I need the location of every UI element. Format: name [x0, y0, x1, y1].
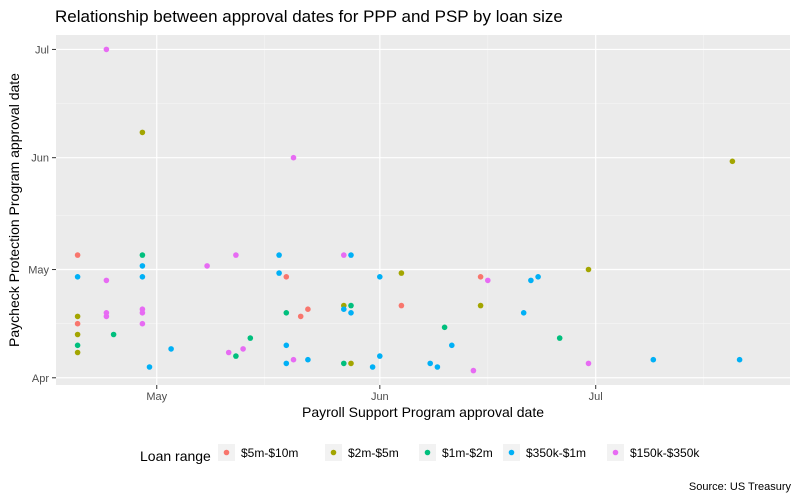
legend-title: Loan range [140, 448, 211, 464]
point-series-1 [729, 158, 736, 165]
point-series-4 [240, 346, 246, 352]
point-series-3 [348, 310, 354, 316]
point-series-3 [305, 356, 311, 363]
point-series-2 [139, 252, 146, 258]
point-series-3 [369, 364, 376, 370]
grid-major [56, 35, 790, 385]
x-axis: May Jun Jul [146, 385, 603, 403]
point-series-4 [470, 367, 477, 374]
x-tick-label: Jul [589, 391, 603, 403]
point-series-3 [535, 274, 541, 280]
point-series-3 [283, 360, 290, 367]
point-series-1 [398, 270, 405, 276]
point-series-1 [74, 349, 81, 356]
point-series-0 [297, 313, 304, 320]
point-series-4 [225, 349, 232, 356]
point-series-3 [427, 360, 434, 367]
point-series-2 [283, 310, 290, 316]
point-series-0 [74, 320, 81, 327]
legend-key-2 [424, 449, 431, 456]
point-series-3 [520, 310, 527, 316]
point-series-3 [283, 342, 290, 349]
point-series-4 [290, 154, 297, 161]
grid-minor [56, 35, 790, 385]
point-series-1 [585, 266, 592, 273]
point-series-3 [139, 274, 146, 280]
point-series-0 [74, 252, 81, 258]
plot-panel [56, 35, 790, 385]
point-series-0 [477, 274, 484, 280]
point-series-4 [103, 46, 110, 53]
point-series-1 [74, 331, 81, 338]
legend-label-1: $2m-$5m [348, 446, 399, 460]
x-tick-label: Jun [371, 391, 389, 403]
point-series-3 [168, 346, 174, 352]
point-series-0 [283, 274, 290, 280]
point-series-3 [434, 364, 441, 370]
point-series-1 [348, 360, 354, 367]
legend-label-4: $150k-$350k [630, 446, 700, 460]
point-series-4 [139, 320, 146, 327]
legend-label-0: $5m-$10m [241, 446, 298, 460]
point-series-4 [233, 252, 239, 258]
legend-key-1 [330, 449, 337, 456]
point-series-3 [146, 364, 153, 370]
y-tick-label: Apr [32, 373, 49, 385]
point-series-3 [736, 356, 743, 363]
point-series-4 [103, 313, 110, 320]
point-series-3 [528, 277, 534, 284]
point-series-3 [341, 306, 347, 313]
point-series-3 [449, 342, 455, 349]
point-series-3 [348, 252, 354, 258]
y-tick-label: Jun [31, 153, 49, 165]
legend-key-3 [508, 449, 515, 456]
point-series-3 [139, 263, 146, 269]
chart-title: Relationship between approval dates for … [55, 7, 563, 26]
caption: Source: US Treasury [689, 481, 792, 493]
point-series-0 [398, 302, 405, 309]
x-tick-label: May [146, 391, 167, 403]
point-series-2 [556, 335, 563, 341]
point-series-4 [585, 360, 592, 367]
legend-key-0 [223, 449, 230, 456]
y-tick-label: May [28, 265, 49, 277]
y-axis-title: Paycheck Protection Program approval dat… [6, 73, 22, 347]
point-series-3 [377, 353, 383, 359]
point-series-2 [110, 331, 117, 338]
legend-key-4 [612, 449, 619, 456]
point-series-2 [341, 360, 347, 367]
point-series-4 [204, 263, 210, 269]
point-series-1 [477, 302, 484, 309]
point-series-4 [103, 277, 110, 284]
point-series-2 [233, 353, 239, 359]
point-series-3 [276, 252, 282, 258]
point-series-4 [485, 277, 491, 284]
point-series-3 [377, 274, 383, 280]
point-series-3 [74, 274, 81, 280]
point-series-2 [74, 342, 81, 349]
point-series-2 [441, 324, 448, 331]
x-axis-title: Payroll Support Program approval date [302, 404, 544, 420]
point-series-1 [139, 129, 146, 136]
point-series-2 [348, 302, 354, 309]
point-series-4 [290, 356, 297, 363]
y-tick-label: Jul [35, 44, 49, 56]
legend-label-2: $1m-$2m [442, 446, 493, 460]
legend-label-3: $350k-$1m [526, 446, 586, 460]
point-series-3 [276, 270, 282, 276]
point-series-0 [305, 306, 311, 313]
legend: Loan range $5m-$10m $2m-$5m $1m-$2m $350k-$… [140, 444, 700, 464]
point-series-3 [650, 356, 657, 363]
point-series-1 [74, 313, 81, 320]
y-axis: Apr May Jun Jul [28, 44, 56, 385]
data-points [74, 46, 743, 374]
point-series-4 [139, 310, 146, 316]
point-series-2 [247, 335, 254, 341]
point-series-4 [341, 252, 347, 258]
